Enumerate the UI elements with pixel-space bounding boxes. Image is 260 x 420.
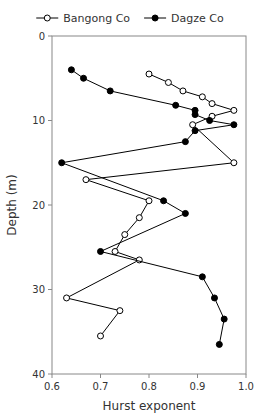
y-tick [48, 374, 52, 375]
y-tick [48, 120, 52, 121]
data-point [211, 295, 217, 301]
data-point [117, 308, 123, 314]
y-tick-label: 10 [32, 115, 45, 126]
data-point [199, 94, 205, 100]
data-point [216, 341, 222, 347]
y-tick-label: 0 [39, 31, 45, 42]
data-point [161, 198, 167, 204]
data-point [192, 128, 198, 134]
data-point [107, 88, 113, 94]
x-tick [52, 374, 53, 378]
plot-frame [52, 36, 246, 374]
chart: 0.6 0.7 0.8 0.9 1.0 0 10 20 30 40 Hurst exponent De… [0, 0, 260, 420]
data-point [190, 122, 196, 128]
data-point [59, 160, 65, 166]
x-tick-label: 0.6 [44, 381, 60, 392]
y-tick-label: 20 [32, 200, 45, 211]
series-line [67, 74, 234, 336]
data-point [182, 210, 188, 216]
data-point [231, 160, 237, 166]
data-point [122, 232, 128, 238]
plot-area [59, 67, 237, 348]
legend-label: Bangong Co [63, 12, 130, 25]
x-axis-label: Hurst exponent [103, 399, 196, 413]
data-point [146, 71, 152, 77]
y-tick [48, 36, 52, 37]
data-point [136, 215, 142, 221]
x-tick [246, 374, 247, 378]
data-point [207, 118, 213, 124]
data-point [68, 67, 74, 73]
y-tick-label: 30 [32, 284, 45, 295]
y-tick [48, 289, 52, 290]
data-point [192, 112, 198, 118]
x-tick [100, 374, 101, 378]
y-tick-label: 40 [32, 369, 45, 380]
data-point [173, 102, 179, 108]
data-point [209, 101, 215, 107]
series-line [62, 70, 234, 345]
data-point [112, 248, 118, 254]
y-tick [48, 205, 52, 206]
x-tick-label: 0.7 [93, 381, 109, 392]
legend-marker [44, 15, 50, 21]
legend: Bangong Co Dagze Co [36, 12, 224, 25]
data-point [81, 75, 87, 81]
x-tick-label: 1.0 [238, 381, 254, 392]
data-point [165, 79, 171, 85]
x-tick-label: 0.9 [190, 381, 206, 392]
data-point [199, 274, 205, 280]
data-point [98, 333, 104, 339]
data-point [146, 198, 152, 204]
legend-label: Dagze Co [171, 12, 224, 25]
data-point [182, 139, 188, 145]
data-point [180, 88, 186, 94]
data-point [231, 122, 237, 128]
data-point [83, 177, 89, 183]
data-point [98, 248, 104, 254]
x-tick-label: 0.8 [141, 381, 157, 392]
x-tick [197, 374, 198, 378]
legend-marker [152, 15, 158, 21]
x-tick [149, 374, 150, 378]
y-axis-label: Depth (m) [5, 174, 19, 235]
data-point [64, 295, 70, 301]
data-point [221, 316, 227, 322]
data-point [231, 107, 237, 113]
